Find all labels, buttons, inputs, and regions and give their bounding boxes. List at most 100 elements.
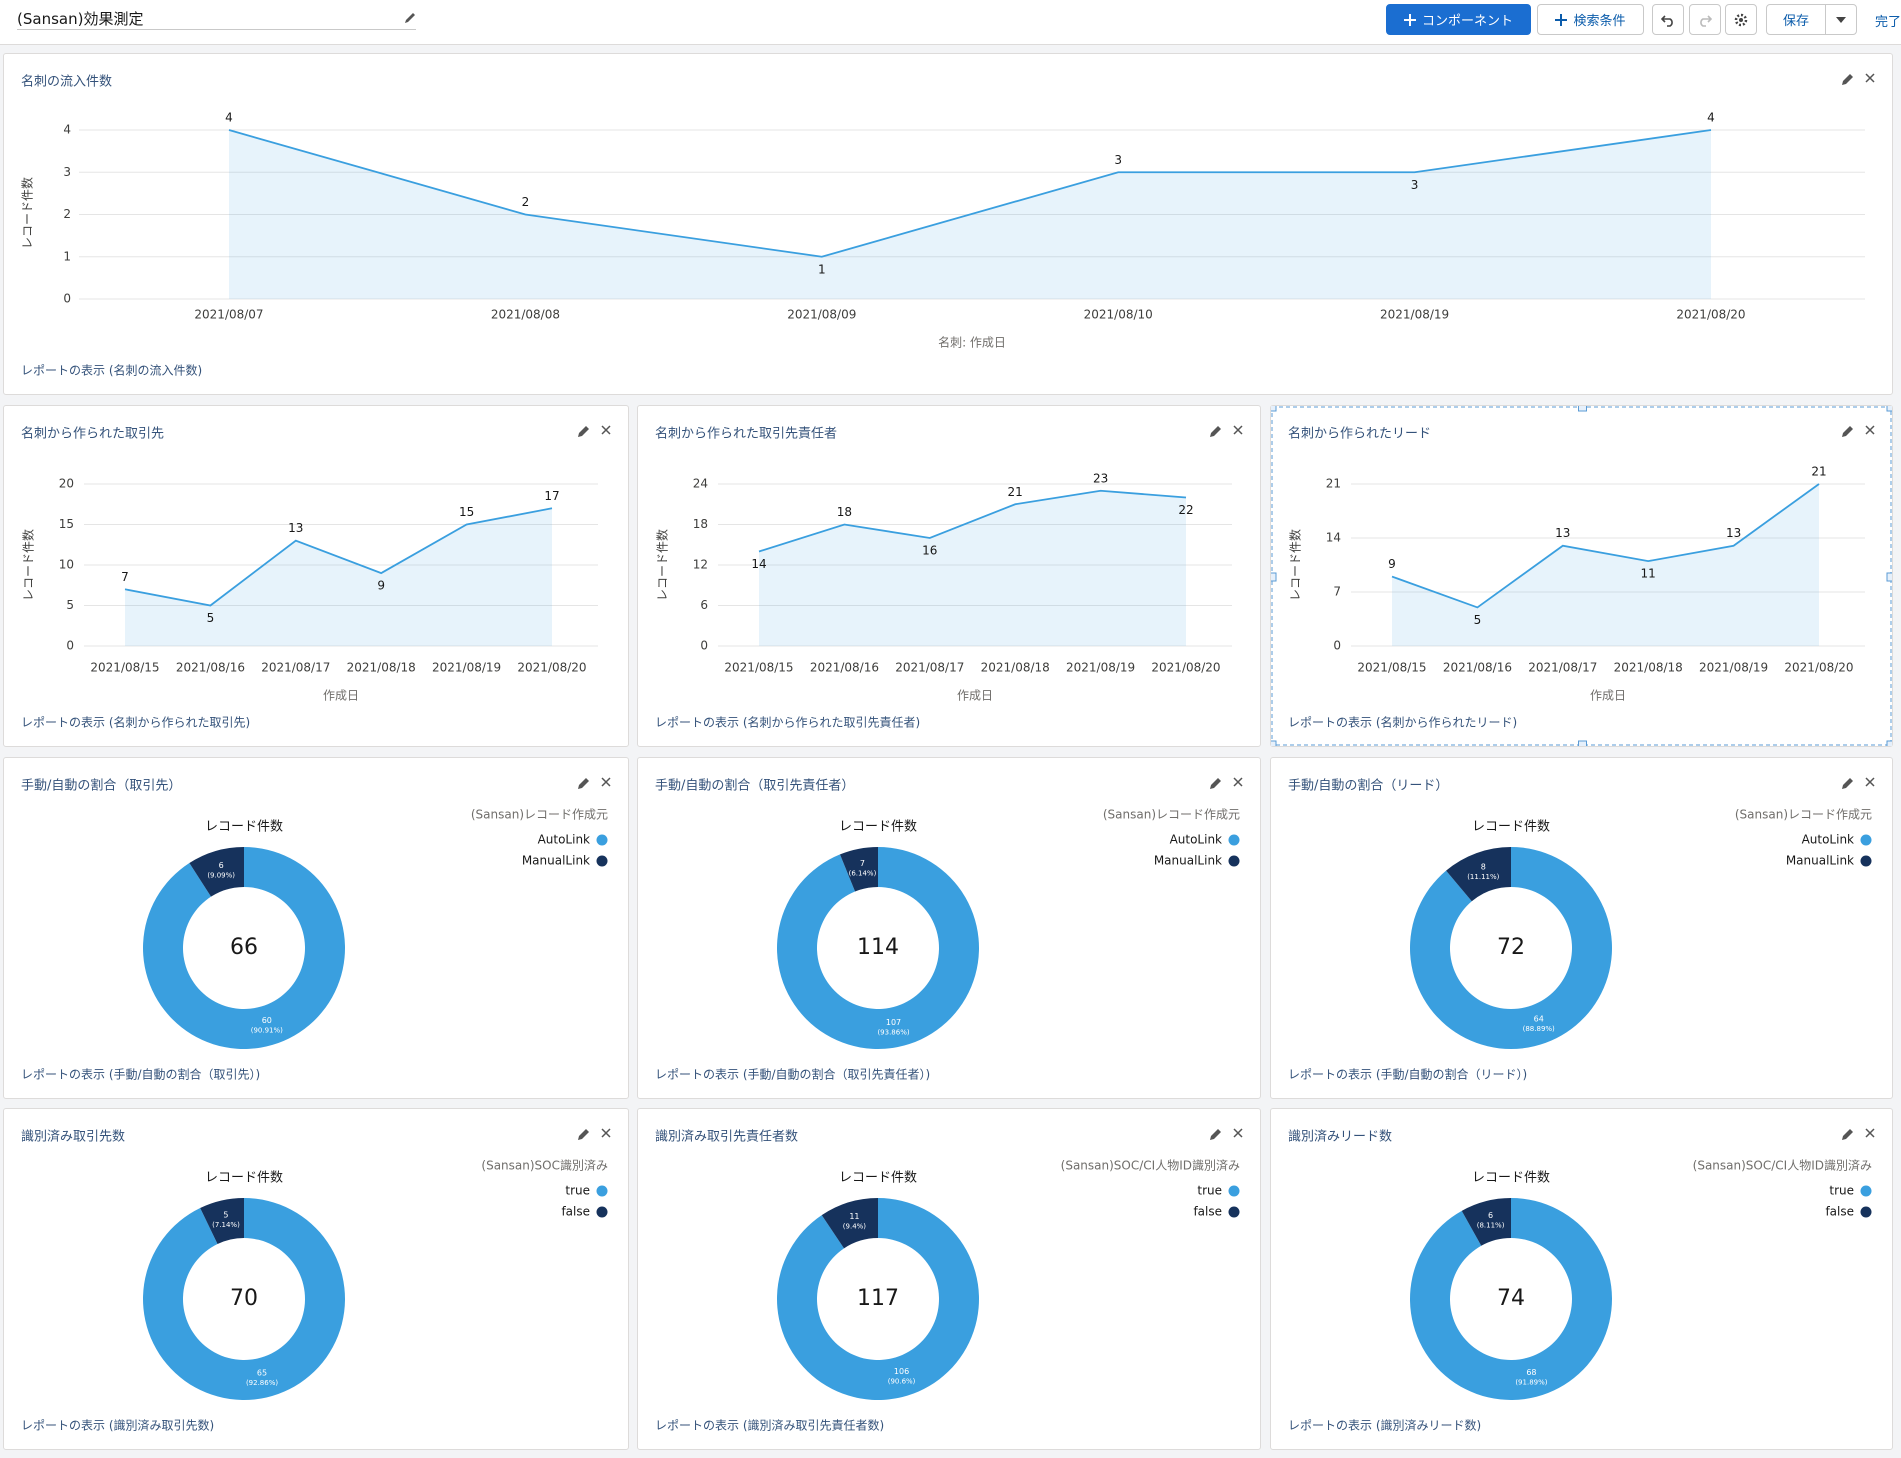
report-link[interactable]: レポートの表示 (名刺から作られた取引先) bbox=[21, 715, 250, 730]
edit-icon[interactable] bbox=[1210, 1129, 1221, 1140]
dashboard-panel: 名刺から作られたリード 0 7 14 21 9 2021/08/15 5 2021/08/16 1… bbox=[1270, 405, 1893, 747]
close-icon[interactable] bbox=[1233, 777, 1243, 787]
data-label: 3 bbox=[1114, 153, 1122, 167]
edit-icon[interactable] bbox=[578, 778, 589, 789]
report-link[interactable]: レポートの表示 (識別済み取引先数) bbox=[21, 1418, 214, 1433]
donut-slice bbox=[821, 1198, 878, 1249]
edit-icon[interactable] bbox=[1210, 778, 1221, 789]
close-icon[interactable] bbox=[601, 425, 611, 435]
resize-handle[interactable] bbox=[1271, 406, 1277, 412]
undo-button[interactable] bbox=[1652, 4, 1684, 35]
save-button[interactable]: 保存 bbox=[1766, 4, 1826, 35]
close-icon[interactable] bbox=[1233, 425, 1243, 435]
edit-icon[interactable] bbox=[578, 426, 589, 437]
add-component-button[interactable]: コンポーネント bbox=[1386, 4, 1531, 35]
resize-handle[interactable] bbox=[1886, 406, 1892, 412]
y-axis-title: レコード件数 bbox=[20, 177, 35, 249]
legend-label: true bbox=[565, 1184, 590, 1198]
chart-subtitle: レコード件数 bbox=[839, 820, 917, 835]
x-tick-label: 2021/08/17 bbox=[261, 661, 330, 675]
report-link[interactable]: レポートの表示 (手動/自動の割合（リード）) bbox=[1288, 1067, 1527, 1082]
y-axis-title: レコード件数 bbox=[1288, 529, 1303, 601]
report-link[interactable]: レポートの表示 (名刺から作られたリード) bbox=[1288, 715, 1517, 730]
edit-icon[interactable] bbox=[1842, 778, 1853, 789]
x-axis-title: 名刺: 作成日 bbox=[938, 335, 1006, 350]
legend-label: AutoLink bbox=[1802, 833, 1854, 847]
dashboard-panel: 識別済み取引先数 レコード件数 65 (92.86%) 5 (7.14%) 70 (Sansa… bbox=[3, 1108, 629, 1450]
legend-label: false bbox=[1825, 1205, 1854, 1219]
close-icon[interactable] bbox=[601, 777, 611, 787]
slice-percent-label: (90.6%) bbox=[888, 1377, 916, 1385]
x-tick-label: 2021/08/09 bbox=[787, 308, 856, 322]
edit-icon[interactable] bbox=[1842, 426, 1853, 437]
legend-label: ManualLink bbox=[522, 854, 590, 868]
edit-icon[interactable] bbox=[1210, 426, 1221, 437]
donut-slice bbox=[1461, 1198, 1511, 1246]
dashboard-title[interactable]: (Sansan)効果測定 bbox=[17, 10, 144, 28]
done-button[interactable]: 完了 bbox=[1875, 15, 1901, 30]
report-link[interactable]: レポートの表示 (手動/自動の割合（取引先責任者）) bbox=[655, 1067, 930, 1082]
report-link[interactable]: レポートの表示 (名刺から作られた取引先責任者) bbox=[655, 715, 920, 730]
legend-swatch bbox=[596, 834, 608, 846]
panel-title: 名刺から作られたリード bbox=[1288, 426, 1431, 442]
edit-icon[interactable] bbox=[1842, 74, 1853, 85]
save-menu-button[interactable] bbox=[1825, 4, 1857, 35]
y-tick-label: 0 bbox=[66, 639, 74, 653]
x-tick-label: 2021/08/17 bbox=[1528, 661, 1597, 675]
legend-title: (Sansan)レコード作成元 bbox=[1103, 808, 1240, 822]
resize-handle[interactable] bbox=[1886, 740, 1892, 746]
legend-swatch bbox=[1860, 1206, 1872, 1218]
close-icon[interactable] bbox=[601, 1128, 611, 1138]
area bbox=[759, 490, 1186, 646]
slice-percent-label: (6.14%) bbox=[849, 870, 877, 878]
resize-handle[interactable] bbox=[1578, 740, 1587, 746]
x-tick-label: 2021/08/20 bbox=[1784, 661, 1853, 675]
edit-title-icon[interactable] bbox=[403, 11, 417, 25]
x-axis-title: 作成日 bbox=[1590, 689, 1626, 703]
edit-icon[interactable] bbox=[1842, 1129, 1853, 1140]
data-label: 21 bbox=[1008, 485, 1023, 499]
legend-title: (Sansan)SOC識別済み bbox=[481, 1158, 608, 1173]
dashboard-panel: 手動/自動の割合（取引先責任者） レコード件数 107 (93.86%) 7 (6.14%… bbox=[637, 757, 1261, 1099]
x-tick-label: 2021/08/19 bbox=[1380, 308, 1449, 322]
x-tick-label: 2021/08/16 bbox=[1443, 661, 1512, 675]
legend-label: false bbox=[1193, 1205, 1222, 1219]
edit-icon[interactable] bbox=[578, 1129, 589, 1140]
close-icon[interactable] bbox=[1865, 73, 1875, 83]
report-link[interactable]: レポートの表示 (識別済みリード数) bbox=[1288, 1418, 1481, 1433]
x-tick-label: 2021/08/15 bbox=[724, 661, 793, 675]
report-link[interactable]: レポートの表示 (手動/自動の割合（取引先）) bbox=[21, 1067, 260, 1082]
y-tick-label: 24 bbox=[693, 477, 708, 491]
resize-handle[interactable] bbox=[1578, 406, 1587, 412]
close-icon[interactable] bbox=[1865, 777, 1875, 787]
line bbox=[1391, 483, 1820, 609]
add-filter-button[interactable]: 検索条件 bbox=[1537, 4, 1644, 35]
report-link[interactable]: レポートの表示 (識別済み取引先責任者数) bbox=[655, 1418, 884, 1433]
slice-value-label: 7 bbox=[860, 859, 865, 868]
close-icon[interactable] bbox=[1865, 425, 1875, 435]
resize-handle[interactable] bbox=[1886, 572, 1892, 582]
data-label: 11 bbox=[1641, 567, 1656, 581]
y-axis-title: レコード件数 bbox=[21, 529, 36, 601]
settings-button[interactable] bbox=[1725, 4, 1757, 35]
legend-label: true bbox=[1829, 1184, 1854, 1198]
close-icon[interactable] bbox=[1865, 1128, 1875, 1138]
data-label: 2 bbox=[522, 195, 530, 209]
donut-total: 117 bbox=[857, 1286, 899, 1311]
legend-label: AutoLink bbox=[1170, 833, 1222, 847]
button-label: 保存 bbox=[1782, 14, 1809, 29]
resize-handle[interactable] bbox=[1271, 740, 1277, 746]
gear-icon bbox=[1734, 13, 1748, 26]
x-tick-label: 2021/08/18 bbox=[1614, 661, 1683, 675]
y-tick-label: 6 bbox=[700, 598, 708, 612]
chart-subtitle: レコード件数 bbox=[839, 1171, 917, 1186]
legend-swatch bbox=[596, 855, 608, 867]
resize-handle[interactable] bbox=[1271, 572, 1277, 582]
legend-title: (Sansan)レコード作成元 bbox=[1735, 808, 1872, 822]
close-icon[interactable] bbox=[1233, 1128, 1243, 1138]
donut-slice bbox=[777, 1198, 979, 1400]
report-link[interactable]: レポートの表示 (名刺の流入件数) bbox=[21, 363, 202, 378]
redo-button[interactable] bbox=[1689, 4, 1721, 35]
x-tick-label: 2021/08/15 bbox=[90, 661, 159, 675]
